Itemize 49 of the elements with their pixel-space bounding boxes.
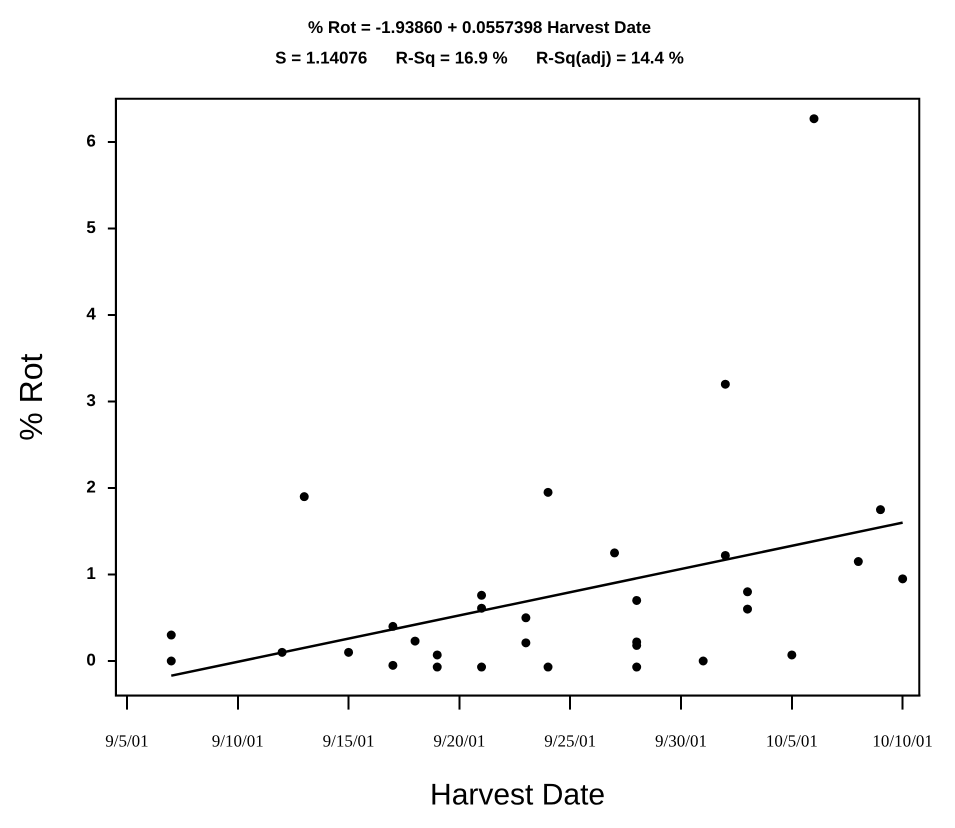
y-tick-label: 3 (86, 391, 96, 410)
point (743, 604, 752, 614)
point (632, 596, 642, 605)
y-tick-label: 4 (86, 304, 96, 324)
point (544, 488, 553, 497)
point (720, 380, 730, 389)
point (432, 662, 442, 672)
x-tick-label: 9/25/01 (544, 731, 596, 750)
point (477, 604, 486, 613)
point (854, 557, 863, 566)
point (388, 660, 398, 670)
y-tick-label: 6 (86, 132, 96, 151)
y-tick-label: 5 (86, 218, 96, 238)
point (300, 492, 309, 502)
x-tick-label: 9/5/01 (105, 731, 149, 750)
y-tick-label: 0 (86, 650, 96, 670)
point (477, 590, 486, 600)
point (698, 656, 708, 666)
chart-title: % Rot = -1.93860 + 0.0557398 Harvest Date (308, 18, 652, 37)
point (521, 613, 530, 622)
point (898, 574, 908, 584)
point (876, 505, 885, 514)
x-tick-label: 10/5/01 (766, 731, 818, 750)
point (743, 587, 752, 596)
point (344, 648, 354, 657)
point (720, 550, 730, 560)
y-axis-title: % Rot (13, 354, 50, 441)
point (477, 662, 486, 672)
point (278, 648, 287, 657)
x-tick-label: 9/30/01 (655, 731, 707, 750)
x-tick-label: 9/10/01 (212, 731, 264, 750)
point (166, 656, 176, 666)
point (632, 662, 642, 672)
x-tick-label: 9/15/01 (322, 731, 375, 750)
point (432, 650, 442, 660)
point (544, 662, 553, 672)
x-tick-label: 10/10/01 (872, 731, 933, 750)
x-tick-label: 9/20/01 (433, 731, 486, 750)
y-tick-label: 2 (86, 478, 96, 497)
point (388, 622, 398, 631)
point (166, 630, 176, 640)
point (810, 114, 818, 124)
x-axis-title: Harvest Date (430, 778, 606, 812)
y-tick-label: 1 (86, 564, 96, 584)
point (410, 636, 420, 646)
chart-subtitle: S = 1.14076 R-Sq = 16.9 % R-Sq(adj) = 14.4 % (275, 48, 684, 68)
point (521, 638, 530, 648)
point (787, 650, 796, 660)
point (610, 548, 620, 558)
